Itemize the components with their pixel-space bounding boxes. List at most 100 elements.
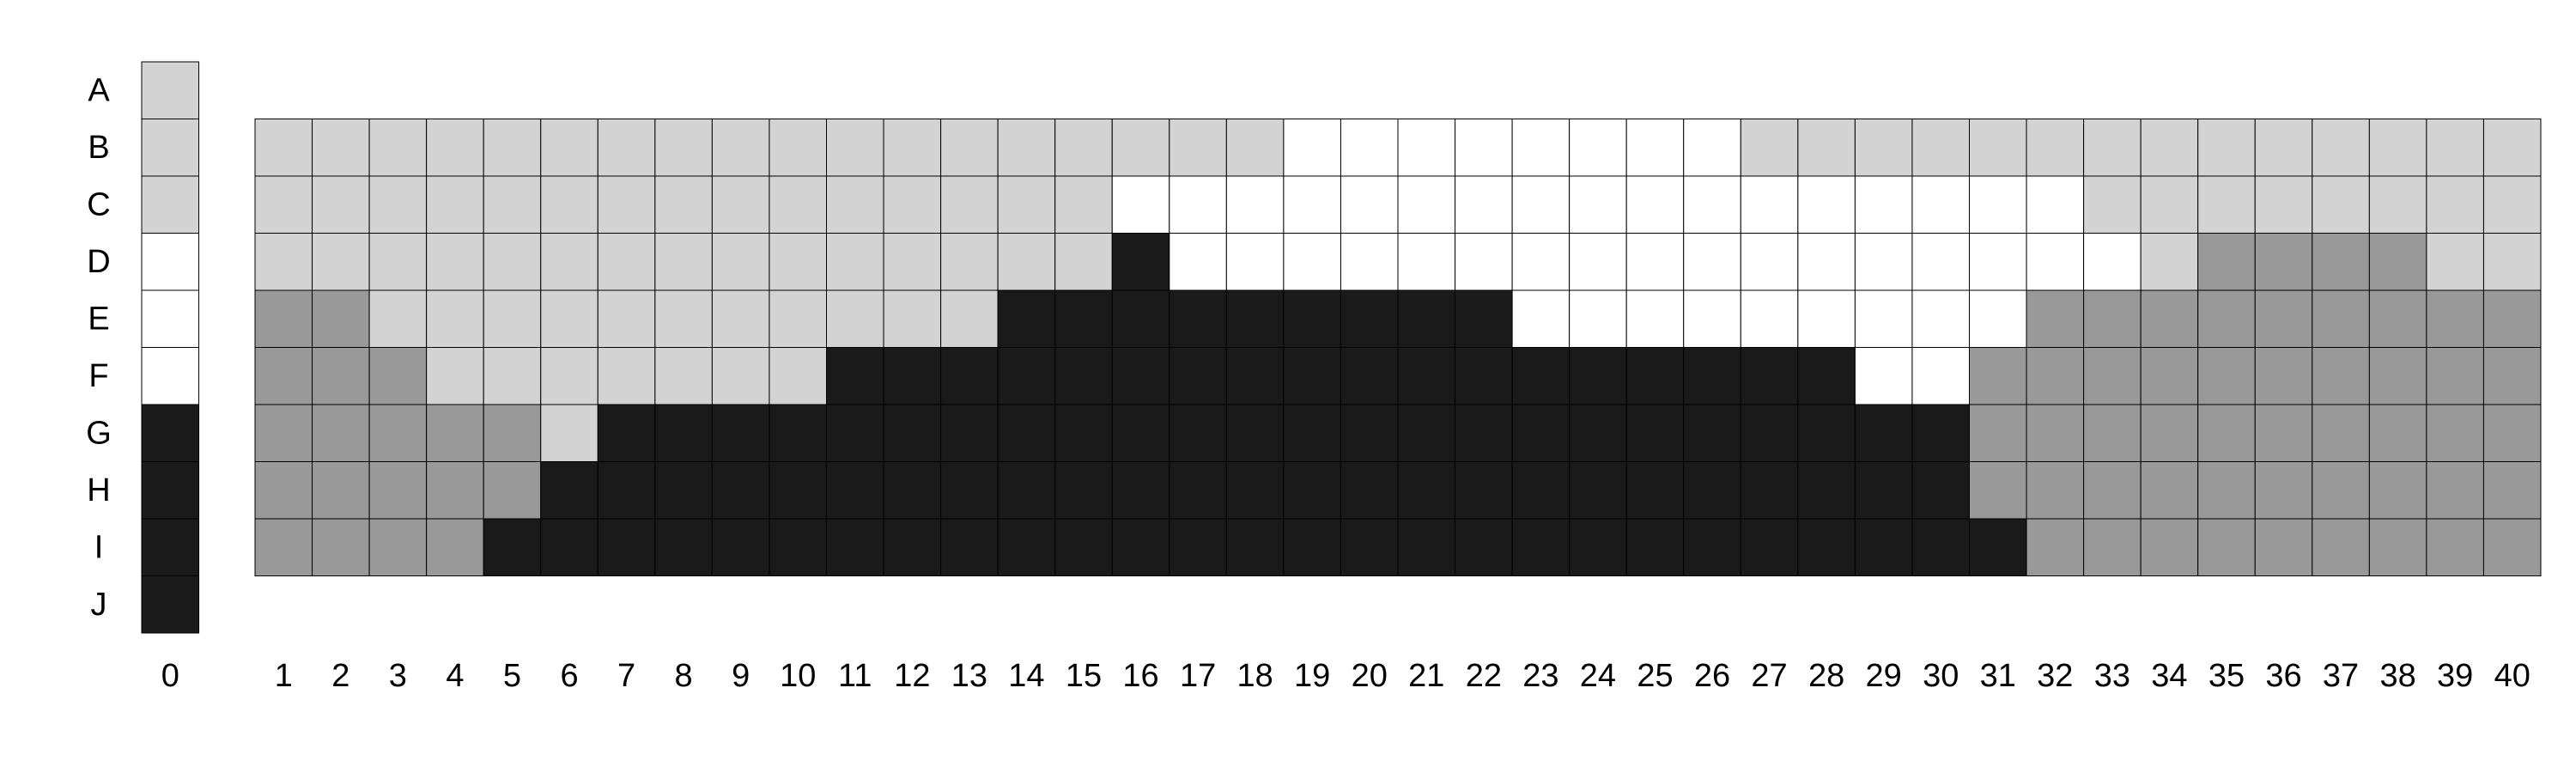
grid-cell-i-14	[997, 518, 1056, 576]
grid-cell-e-24	[1569, 289, 1627, 348]
grid-cell-g-3	[368, 404, 428, 462]
grid-cell-d-31	[1969, 233, 2027, 291]
grid-cell-g-10	[769, 404, 828, 462]
row-label-c: C	[87, 186, 110, 222]
col-label-23: 23	[1522, 658, 1558, 694]
grid-cell-e-25	[1625, 289, 1685, 348]
col-label-26: 26	[1694, 658, 1730, 694]
grid-cell-c-10	[769, 175, 828, 234]
grid-cell-g-36	[2254, 404, 2313, 462]
grid-cell-f-28	[1797, 347, 1856, 405]
grid-cell-h-29	[1854, 461, 1913, 520]
ref-cell-f	[141, 347, 200, 405]
grid-cell-c-30	[1911, 175, 1970, 234]
grid-cell-f-5	[483, 347, 542, 405]
grid-cell-b-24	[1569, 119, 1627, 177]
grid-cell-i-5	[483, 518, 542, 576]
grid-cell-e-10	[769, 289, 828, 348]
grid-cell-f-11	[826, 347, 884, 405]
grid-cell-b-29	[1854, 119, 1913, 177]
grid-cell-h-39	[2426, 461, 2484, 520]
grid-cell-i-22	[1455, 518, 1513, 576]
grid-cell-d-36	[2254, 233, 2313, 291]
grid-cell-c-4	[426, 175, 484, 234]
grid-cell-e-26	[1683, 289, 1741, 348]
ref-cell-e	[141, 289, 200, 348]
grid-cell-e-1	[254, 289, 313, 348]
grid-cell-i-29	[1854, 518, 1913, 576]
grid-cell-h-11	[826, 461, 884, 520]
col-label-4: 4	[446, 658, 464, 694]
grid-cell-g-17	[1169, 404, 1227, 462]
grid-cell-c-9	[711, 175, 770, 234]
grid-cell-g-4	[426, 404, 484, 462]
grid-cell-b-12	[883, 119, 942, 177]
col-label-21: 21	[1408, 658, 1444, 694]
grid-cell-c-33	[2083, 175, 2142, 234]
grid-cell-h-25	[1625, 461, 1685, 520]
grid-cell-i-3	[368, 518, 428, 576]
grid-cell-i-21	[1397, 518, 1456, 576]
grid-cell-g-18	[1225, 404, 1285, 462]
grid-cell-e-37	[2312, 289, 2370, 348]
grid-cell-g-5	[483, 404, 542, 462]
grid-cell-c-28	[1797, 175, 1856, 234]
row-label-h: H	[87, 472, 110, 508]
grid-cell-c-19	[1283, 175, 1341, 234]
grid-cell-e-20	[1340, 289, 1399, 348]
grid-cell-g-22	[1455, 404, 1513, 462]
grid-cell-i-27	[1740, 518, 1799, 576]
grid-cell-c-3	[368, 175, 428, 234]
grid-cell-b-31	[1969, 119, 2027, 177]
grid-cell-h-33	[2083, 461, 2142, 520]
grid-cell-c-5	[483, 175, 542, 234]
grid-cell-f-36	[2254, 347, 2313, 405]
grid-cell-b-2	[312, 119, 370, 177]
row-label-b: B	[88, 130, 109, 166]
col-label-15: 15	[1066, 658, 1102, 694]
grid-cell-c-36	[2254, 175, 2313, 234]
grid-cell-b-10	[769, 119, 828, 177]
grid-cell-h-17	[1169, 461, 1227, 520]
grid-cell-g-31	[1969, 404, 2027, 462]
grid-cell-h-36	[2254, 461, 2313, 520]
grid-cell-e-22	[1455, 289, 1513, 348]
col-label-36: 36	[2265, 658, 2301, 694]
grid-cell-f-19	[1283, 347, 1341, 405]
grid-cell-h-13	[940, 461, 999, 520]
col-label-24: 24	[1580, 658, 1616, 694]
grid-cell-d-10	[769, 233, 828, 291]
grid-cell-d-30	[1911, 233, 1970, 291]
col-label-39: 39	[2437, 658, 2473, 694]
ref-cell-i	[141, 518, 200, 576]
grid-cell-h-2	[312, 461, 370, 520]
col-label-11: 11	[838, 658, 872, 694]
grid-cell-g-30	[1911, 404, 1970, 462]
grid-cell-f-29	[1854, 347, 1913, 405]
grid-cell-h-34	[2140, 461, 2199, 520]
col-label-29: 29	[1866, 658, 1902, 694]
grid-cell-h-14	[997, 461, 1056, 520]
grid-cell-h-18	[1225, 461, 1285, 520]
ref-cell-b	[141, 119, 200, 177]
col-label-16: 16	[1122, 658, 1158, 694]
grid-cell-i-35	[2197, 518, 2256, 576]
grid-cell-i-10	[769, 518, 828, 576]
grid-cell-c-27	[1740, 175, 1799, 234]
grid-cell-b-18	[1225, 119, 1285, 177]
grid-cell-i-4	[426, 518, 484, 576]
grid-cell-c-24	[1569, 175, 1627, 234]
col-label-12: 12	[894, 658, 930, 694]
grid-cell-b-37	[2312, 119, 2370, 177]
grid-cell-e-19	[1283, 289, 1341, 348]
grid-cell-i-6	[540, 518, 598, 576]
grid-cell-e-3	[368, 289, 428, 348]
grid-cell-d-1	[254, 233, 313, 291]
grid-cell-e-33	[2083, 289, 2142, 348]
col-label-7: 7	[617, 658, 635, 694]
grid-cell-b-8	[654, 119, 713, 177]
grid-cell-h-9	[711, 461, 770, 520]
grid-cell-i-39	[2426, 518, 2484, 576]
grid-cell-f-25	[1625, 347, 1685, 405]
grid-cell-e-16	[1111, 289, 1170, 348]
